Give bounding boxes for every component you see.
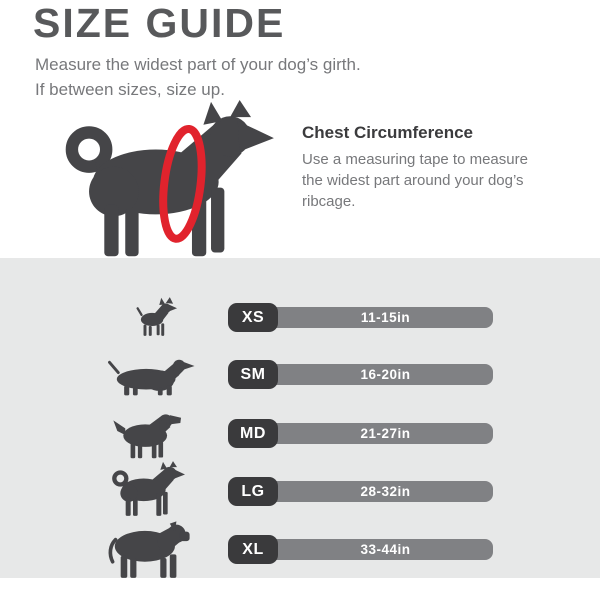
range-bar-md	[252, 423, 493, 444]
subtitle-line-2: If between sizes, size up.	[35, 80, 225, 99]
size-badge-xs: XS	[228, 303, 278, 332]
subtitle: Measure the widest part of your dog’s gi…	[35, 52, 361, 102]
range-label-xl: 33-44in	[360, 542, 411, 557]
mastiff-icon	[106, 519, 194, 578]
range-label-sm: 16-20in	[360, 367, 411, 382]
page-title: SIZE GUIDE	[33, 0, 286, 46]
size-badge-xl: XL	[228, 535, 278, 564]
shiba-dog-icon	[65, 100, 274, 257]
range-bar-lg	[252, 481, 493, 502]
subtitle-line-1: Measure the widest part of your dog’s gi…	[35, 55, 361, 74]
size-chart-panel: XS 11-15in	[0, 258, 600, 578]
spaniel-icon	[112, 407, 185, 459]
shiba-icon	[109, 461, 189, 518]
size-badge-lg: LG	[228, 477, 278, 506]
range-bar-xl	[252, 539, 493, 560]
chihuahua-icon	[133, 297, 179, 338]
size-badge-md: MD	[228, 419, 278, 448]
range-label-md: 21-27in	[360, 426, 411, 441]
size-badge-sm: SM	[228, 360, 278, 389]
dachshund-icon	[108, 355, 196, 399]
instruction-body: Use a measuring tape to measure the wide…	[302, 151, 528, 210]
hero-dog-illustration	[55, 100, 287, 262]
instruction-heading: Chest Circumference	[302, 123, 474, 142]
range-label-lg: 28-32in	[360, 484, 411, 499]
range-bar-sm	[252, 364, 493, 385]
range-label-xs: 11-15in	[360, 310, 411, 325]
chest-measurement-ring-icon	[159, 124, 206, 243]
range-bar-xs	[252, 307, 493, 328]
